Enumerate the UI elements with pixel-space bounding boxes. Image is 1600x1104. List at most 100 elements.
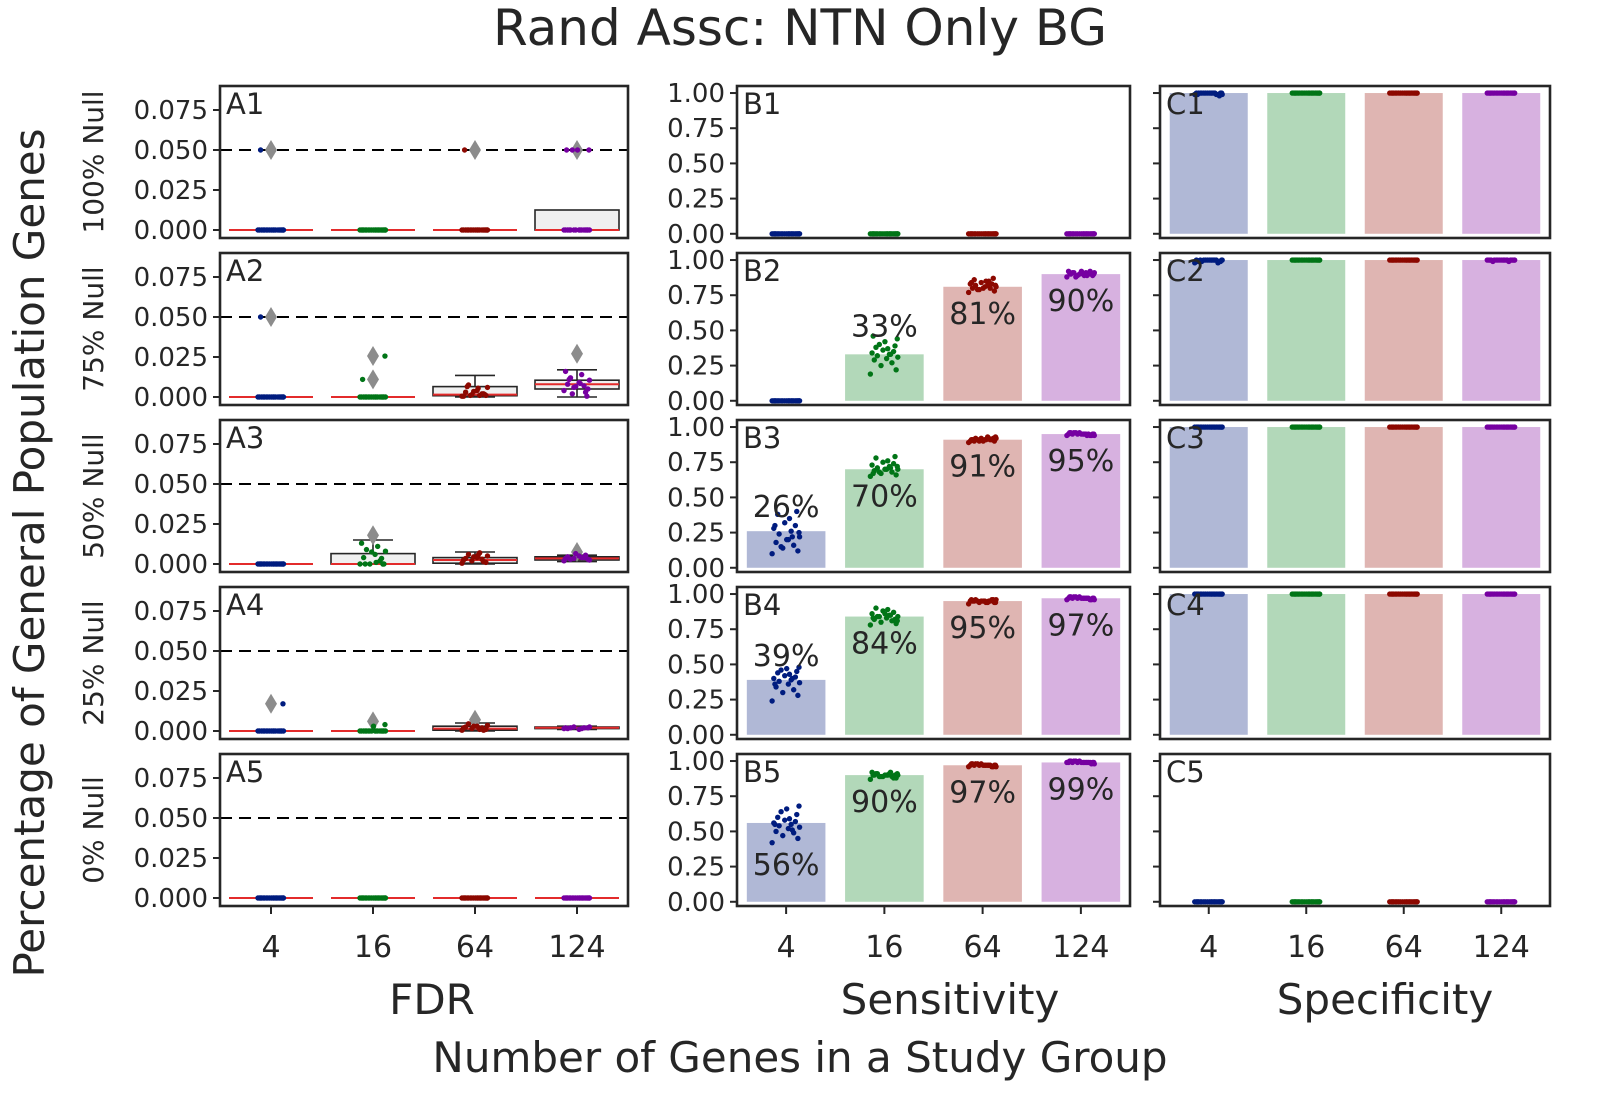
data-point <box>280 561 286 567</box>
data-point <box>1396 899 1402 905</box>
y-tick-label: 0.000 <box>134 216 208 246</box>
data-point <box>577 380 583 387</box>
y-tick-label: 0.050 <box>134 303 208 333</box>
y-tick-label: 1.00 <box>667 246 725 276</box>
data-point <box>367 561 373 567</box>
data-point <box>482 391 488 398</box>
bar <box>943 286 1022 401</box>
bar <box>1364 594 1443 735</box>
data-point <box>461 895 468 901</box>
data-point <box>1316 591 1322 597</box>
data-point <box>374 543 381 550</box>
data-point <box>980 598 986 604</box>
data-point <box>471 554 477 560</box>
y-tick-label: 0.25 <box>667 853 725 883</box>
y-tick-label: 0.25 <box>667 185 725 215</box>
data-point <box>889 469 895 475</box>
data-point <box>968 596 975 603</box>
data-point <box>882 231 888 237</box>
data-point <box>775 814 781 821</box>
y-tick-label: 0.025 <box>134 844 208 874</box>
data-point <box>894 771 900 777</box>
data-point <box>268 895 275 901</box>
data-point <box>874 353 881 359</box>
data-point <box>1499 591 1505 597</box>
data-point <box>359 227 366 233</box>
data-point <box>788 528 794 534</box>
data-point <box>869 350 875 356</box>
data-point <box>1511 424 1517 430</box>
data-point <box>1401 899 1408 905</box>
data-point <box>782 672 788 679</box>
data-label: 95% <box>1048 444 1115 479</box>
data-point <box>461 147 468 153</box>
data-point <box>783 231 790 237</box>
data-point <box>1298 899 1304 905</box>
data-point <box>484 384 491 391</box>
data-point <box>792 522 799 529</box>
data-point <box>776 531 782 537</box>
data-point <box>586 724 593 730</box>
data-point <box>968 761 975 767</box>
panel-frame <box>735 251 1132 407</box>
data-point <box>373 559 379 566</box>
data-point <box>1309 257 1316 263</box>
bar <box>746 679 826 735</box>
data-point <box>382 353 388 359</box>
data-point <box>484 722 491 729</box>
panel-frame <box>1158 84 1552 240</box>
data-point <box>795 835 801 842</box>
panel-label: B2 <box>743 254 781 288</box>
data-point <box>1511 90 1517 96</box>
data-point <box>382 548 389 554</box>
data-point <box>796 803 802 809</box>
data-point <box>889 360 895 366</box>
data-point <box>776 823 782 829</box>
data-point <box>274 895 280 901</box>
data-point <box>794 508 800 515</box>
data-point <box>974 231 981 237</box>
outlier-marker <box>571 343 583 364</box>
data-point <box>1298 257 1304 263</box>
data-point <box>1316 90 1322 96</box>
data-point <box>467 392 474 399</box>
data-point <box>1304 591 1310 597</box>
data-point <box>460 725 467 731</box>
y-tick-label: 0.000 <box>134 717 208 747</box>
data-point <box>986 278 992 284</box>
data-point <box>370 723 377 729</box>
data-label: 26% <box>753 490 820 525</box>
row-label: 50% Null <box>77 433 110 558</box>
data-point <box>1511 257 1517 263</box>
data-point <box>772 231 778 237</box>
data-point <box>280 227 286 233</box>
data-point <box>569 895 576 901</box>
y-tick-label: 0.025 <box>134 176 208 206</box>
data-point <box>1206 591 1213 597</box>
data-point <box>1194 899 1201 905</box>
x-tick-label: 16 <box>1287 930 1325 965</box>
data-point <box>268 227 275 233</box>
data-point <box>363 546 370 553</box>
data-point <box>772 681 778 687</box>
panel-label: B1 <box>743 87 781 121</box>
data-point <box>1292 424 1298 430</box>
data-point <box>769 551 775 557</box>
data-point <box>263 394 270 400</box>
data-point <box>1201 591 1207 597</box>
data-point <box>991 288 998 294</box>
data-point <box>380 728 386 734</box>
data-point <box>263 561 270 567</box>
data-point <box>1091 595 1097 601</box>
bar <box>845 354 924 401</box>
x-tick-label: 124 <box>1052 930 1109 965</box>
outlier-marker <box>265 307 277 327</box>
data-point <box>1206 424 1213 430</box>
data-label: 99% <box>1048 772 1115 807</box>
data-point <box>362 561 368 567</box>
data-point <box>885 458 891 464</box>
data-point <box>1407 899 1413 905</box>
data-point <box>475 385 481 391</box>
data-point <box>1066 594 1073 600</box>
sensitivity-panel-3: 0.00 0.25 0.50 0.75 1.00 26% 70% 91% 95% <box>667 413 1121 584</box>
